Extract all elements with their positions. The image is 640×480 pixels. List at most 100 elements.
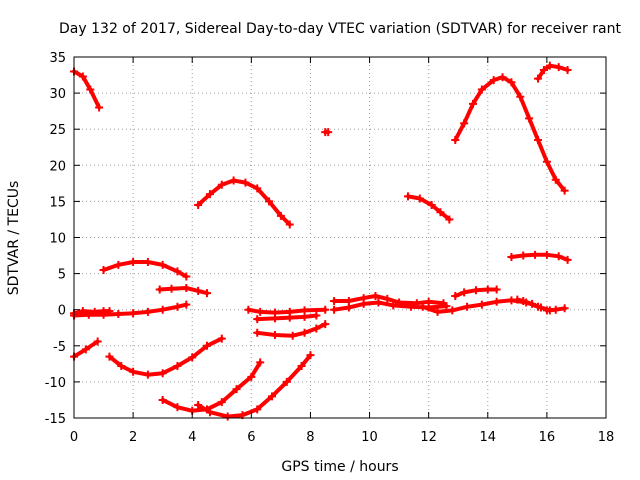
data-point bbox=[114, 310, 123, 319]
data-point bbox=[525, 114, 534, 123]
data-point bbox=[84, 310, 93, 319]
data-point bbox=[545, 61, 554, 70]
data-series bbox=[403, 192, 454, 224]
data-point bbox=[297, 362, 306, 371]
data-point bbox=[247, 372, 256, 381]
data-series bbox=[194, 351, 315, 421]
data-point bbox=[217, 334, 226, 343]
data-point bbox=[256, 358, 265, 367]
data-point bbox=[534, 302, 543, 311]
data-series bbox=[99, 258, 191, 281]
data-point bbox=[203, 289, 211, 298]
data-point bbox=[306, 351, 315, 360]
data-point bbox=[563, 255, 572, 264]
data-series bbox=[253, 311, 321, 324]
data-point bbox=[253, 184, 262, 193]
x-tick-label: 16 bbox=[539, 430, 556, 445]
data-series bbox=[253, 320, 330, 340]
data-point bbox=[78, 72, 87, 81]
data-point bbox=[551, 305, 560, 314]
data-point bbox=[344, 303, 353, 312]
data-point bbox=[143, 370, 152, 379]
series-line bbox=[72, 69, 102, 110]
data-point bbox=[143, 307, 152, 316]
data-point bbox=[93, 337, 102, 346]
data-point bbox=[167, 284, 176, 293]
data-point bbox=[389, 301, 398, 310]
data-point bbox=[359, 299, 368, 308]
data-series bbox=[70, 300, 191, 320]
data-point bbox=[129, 367, 138, 376]
x-tick-label: 14 bbox=[480, 430, 497, 445]
data-point bbox=[418, 302, 427, 311]
data-point bbox=[471, 286, 480, 295]
data-point bbox=[205, 190, 214, 199]
data-point bbox=[173, 362, 182, 371]
data-point bbox=[223, 412, 232, 421]
data-point bbox=[507, 78, 516, 87]
data-point bbox=[182, 272, 191, 281]
data-series bbox=[542, 304, 569, 315]
data-point bbox=[217, 398, 226, 407]
y-tick-label: -5 bbox=[53, 340, 66, 355]
data-point bbox=[86, 85, 95, 94]
data-point bbox=[188, 353, 197, 362]
y-tick-label: 30 bbox=[49, 87, 66, 102]
x-tick-label: 6 bbox=[247, 430, 255, 445]
data-point bbox=[519, 297, 528, 306]
data-point bbox=[270, 330, 279, 339]
x-tick-label: 0 bbox=[70, 430, 78, 445]
data-point bbox=[173, 403, 182, 412]
data-series bbox=[194, 176, 294, 229]
data-point bbox=[460, 288, 469, 297]
data-point bbox=[158, 369, 167, 378]
data-point bbox=[415, 194, 424, 203]
series-layer bbox=[70, 61, 572, 421]
y-tick-label: 10 bbox=[49, 232, 66, 247]
data-point bbox=[563, 65, 572, 74]
data-point bbox=[492, 297, 501, 306]
data-point bbox=[312, 311, 321, 320]
data-point bbox=[256, 307, 265, 316]
y-tick-label: 35 bbox=[49, 51, 66, 66]
data-point bbox=[492, 285, 501, 294]
data-point bbox=[253, 328, 262, 337]
x-tick-label: 8 bbox=[306, 430, 314, 445]
data-point bbox=[489, 76, 498, 85]
data-point bbox=[460, 119, 469, 128]
data-point bbox=[534, 136, 543, 145]
data-series bbox=[155, 284, 211, 298]
data-point bbox=[436, 208, 445, 217]
data-point bbox=[560, 186, 569, 195]
data-point bbox=[516, 92, 525, 101]
y-tick-label: -10 bbox=[45, 376, 66, 391]
data-point bbox=[312, 324, 321, 333]
data-point bbox=[217, 180, 226, 189]
data-point bbox=[194, 401, 203, 410]
data-point bbox=[477, 85, 486, 94]
data-point bbox=[531, 250, 540, 259]
y-tick-label: 20 bbox=[49, 159, 66, 174]
data-point bbox=[324, 128, 333, 137]
data-point bbox=[276, 211, 285, 220]
data-point bbox=[129, 258, 138, 267]
data-point bbox=[442, 302, 451, 311]
data-point bbox=[321, 320, 330, 329]
x-tick-label: 18 bbox=[598, 430, 615, 445]
data-point bbox=[244, 305, 253, 314]
data-point bbox=[282, 377, 291, 386]
data-point bbox=[205, 408, 214, 417]
data-point bbox=[433, 307, 442, 316]
data-point bbox=[173, 302, 182, 311]
data-series bbox=[513, 295, 543, 311]
data-point bbox=[158, 260, 167, 269]
data-point bbox=[81, 345, 90, 354]
data-point bbox=[330, 297, 339, 306]
data-point bbox=[542, 306, 551, 315]
data-series bbox=[321, 128, 333, 137]
data-point bbox=[194, 286, 203, 295]
data-point bbox=[483, 285, 492, 294]
data-point bbox=[95, 103, 104, 112]
data-point bbox=[330, 305, 339, 314]
